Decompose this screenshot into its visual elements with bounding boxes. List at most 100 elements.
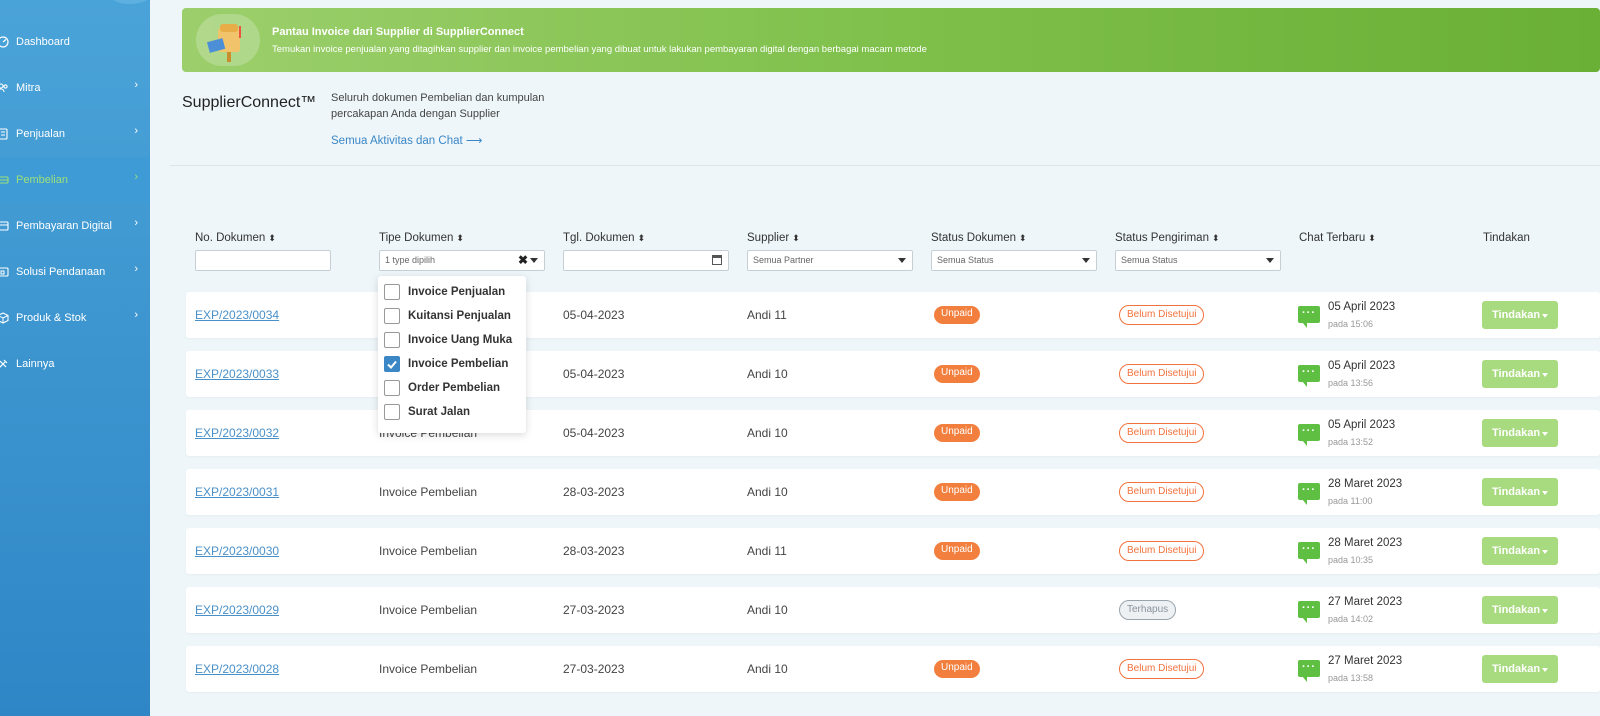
doc-number-link[interactable]: EXP/2023/0029 [195,603,280,617]
calendar-icon[interactable] [712,255,722,265]
doc-date-cell: 05-04-2023 [563,426,625,440]
shipping-status-header[interactable]: Status Pengiriman ⬍ [1115,232,1220,244]
column-label: No. Dokumen [195,232,266,244]
checkbox[interactable] [384,332,400,348]
doc-type-filter-value: 1 type dipilih [385,255,436,265]
sidebar-item-solusi-pendanaan[interactable]: Solusi Pendanaan › [0,249,150,295]
table-row[interactable]: EXP/2023/0028 Invoice Pembelian 27-03-2023… [186,646,1600,692]
option-label: Invoice Pembelian [408,358,509,370]
action-button-label: Tindakan [1492,663,1541,675]
chat-icon[interactable]: ··· [1298,660,1320,682]
doc-date-cell: 27-03-2023 [563,603,625,617]
doc-number-link[interactable]: EXP/2023/0033 [195,367,280,381]
doc-status-header[interactable]: Status Dokumen ⬍ [931,232,1027,244]
cart-icon [0,173,10,187]
doc-type-header[interactable]: Tipe Dokumen ⬍ [379,232,464,244]
sidebar-item-label: Penjualan [16,128,65,140]
action-button[interactable]: Tindakan [1482,419,1558,447]
chat-time: pada 13:58 [1328,673,1374,683]
action-button[interactable]: Tindakan [1482,301,1558,329]
shipping-status-badge: Belum Disetujui [1119,659,1205,679]
chat-icon[interactable]: ··· [1298,542,1320,564]
option-label: Surat Jalan [408,406,470,418]
supplier-header[interactable]: Supplier ⬍ [747,232,800,244]
card-icon [0,219,10,233]
doc-number-link[interactable]: EXP/2023/0031 [195,485,280,499]
chevron-right-icon: › [134,309,138,321]
column-label: Supplier [747,232,790,244]
action-button[interactable]: Tindakan [1482,596,1558,624]
chat-dots: ··· [1302,425,1316,437]
chat-icon[interactable]: ··· [1298,424,1320,446]
chat-date: 05 April 2023 [1328,301,1396,313]
caret-down-icon [1542,609,1548,613]
doc-type-filter-select[interactable]: 1 type dipilih ✖ [379,250,545,271]
checkbox[interactable] [384,380,400,396]
sort-icon[interactable]: ⬍ [792,233,800,243]
sort-icon[interactable]: ⬍ [456,233,464,243]
chat-icon[interactable]: ··· [1298,306,1320,328]
doc-number-header[interactable]: No. Dokumen ⬍ [195,232,276,244]
caret-down-icon [1542,491,1548,495]
doc-number-link[interactable]: EXP/2023/0032 [195,426,280,440]
sidebar-item-label: Pembayaran Digital [16,220,112,232]
sidebar-item-produk-stok[interactable]: Produk & Stok › [0,295,150,341]
checkbox[interactable] [384,308,400,324]
doc-type-option[interactable]: Invoice Pembelian [384,354,524,374]
shipping-status-filter-value: Semua Status [1121,255,1178,265]
chat-date: 28 Maret 2023 [1328,478,1403,490]
sort-icon[interactable]: ⬍ [1211,233,1220,243]
doc-type-cell: Invoice Pembelian [379,603,478,617]
doc-type-option[interactable]: Invoice Penjualan [384,282,524,302]
chat-icon[interactable]: ··· [1298,601,1320,623]
option-label: Kuitansi Penjualan [408,310,511,322]
shipping-status-filter-select[interactable]: Semua Status [1115,250,1281,271]
sidebar-item-pembelian[interactable]: Pembelian › [0,157,150,203]
table-row[interactable]: EXP/2023/0030 Invoice Pembelian 28-03-2023… [186,528,1600,574]
doc-type-option[interactable]: Order Pembelian [384,378,524,398]
chat-time: pada 11:00 [1328,496,1373,506]
action-button[interactable]: Tindakan [1482,478,1558,506]
doc-type-option[interactable]: Kuitansi Penjualan [384,306,524,326]
sort-icon[interactable]: ⬍ [1019,233,1027,243]
chat-icon[interactable]: ··· [1298,483,1320,505]
sidebar-item-lainnya[interactable]: Lainnya [0,341,150,387]
shipping-status-badge: Belum Disetujui [1119,541,1205,561]
doc-number-link[interactable]: EXP/2023/0030 [195,544,280,558]
action-button[interactable]: Tindakan [1482,360,1558,388]
checkbox[interactable] [384,356,400,372]
doc-type-option[interactable]: Invoice Uang Muka [384,330,524,350]
money-icon [0,265,10,279]
doc-date-filter-input[interactable] [563,250,729,271]
doc-date-cell: 28-03-2023 [563,544,625,558]
table-row[interactable]: EXP/2023/0029 Invoice Pembelian 27-03-2023… [186,587,1600,633]
checkbox[interactable] [384,284,400,300]
doc-number-filter-input[interactable] [195,250,331,271]
sidebar-item-penjualan[interactable]: Penjualan › [0,111,150,157]
table-row[interactable]: EXP/2023/0031 Invoice Pembelian 28-03-2023… [186,469,1600,515]
sidebar-item-dashboard[interactable]: Dashboard [0,19,150,65]
checkbox[interactable] [384,404,400,420]
doc-status-filter-select[interactable]: Semua Status [931,250,1097,271]
clear-icon[interactable]: ✖ [517,253,528,267]
sidebar-item-mitra[interactable]: Mitra › [0,65,150,111]
doc-number-link[interactable]: EXP/2023/0028 [195,662,280,676]
caret-down-icon [1542,314,1548,318]
all-activity-link[interactable]: Semua Aktivitas dan Chat ⟶ [331,135,483,147]
action-button[interactable]: Tindakan [1482,537,1558,565]
divider [170,165,1600,166]
doc-date-header[interactable]: Tgl. Dokumen ⬍ [563,232,645,244]
sort-icon[interactable]: ⬍ [1368,233,1376,243]
shipping-status-badge: Belum Disetujui [1119,364,1205,384]
sidebar-item-pembayaran-digital[interactable]: Pembayaran Digital › [0,203,150,249]
sort-icon[interactable]: ⬍ [637,233,646,243]
supplier-filter-select[interactable]: Semua Partner [747,250,913,271]
chat-icon[interactable]: ··· [1298,365,1320,387]
doc-number-link[interactable]: EXP/2023/0034 [195,308,280,322]
action-button[interactable]: Tindakan [1482,655,1558,683]
latest-chat-header[interactable]: Chat Terbaru ⬍ [1299,232,1376,244]
sort-icon[interactable]: ⬍ [268,233,276,243]
chat-date: 05 April 2023 [1328,360,1396,372]
doc-type-option[interactable]: Surat Jalan [384,402,524,422]
banner-title: Pantau Invoice dari Supplier di Supplier… [272,26,524,38]
